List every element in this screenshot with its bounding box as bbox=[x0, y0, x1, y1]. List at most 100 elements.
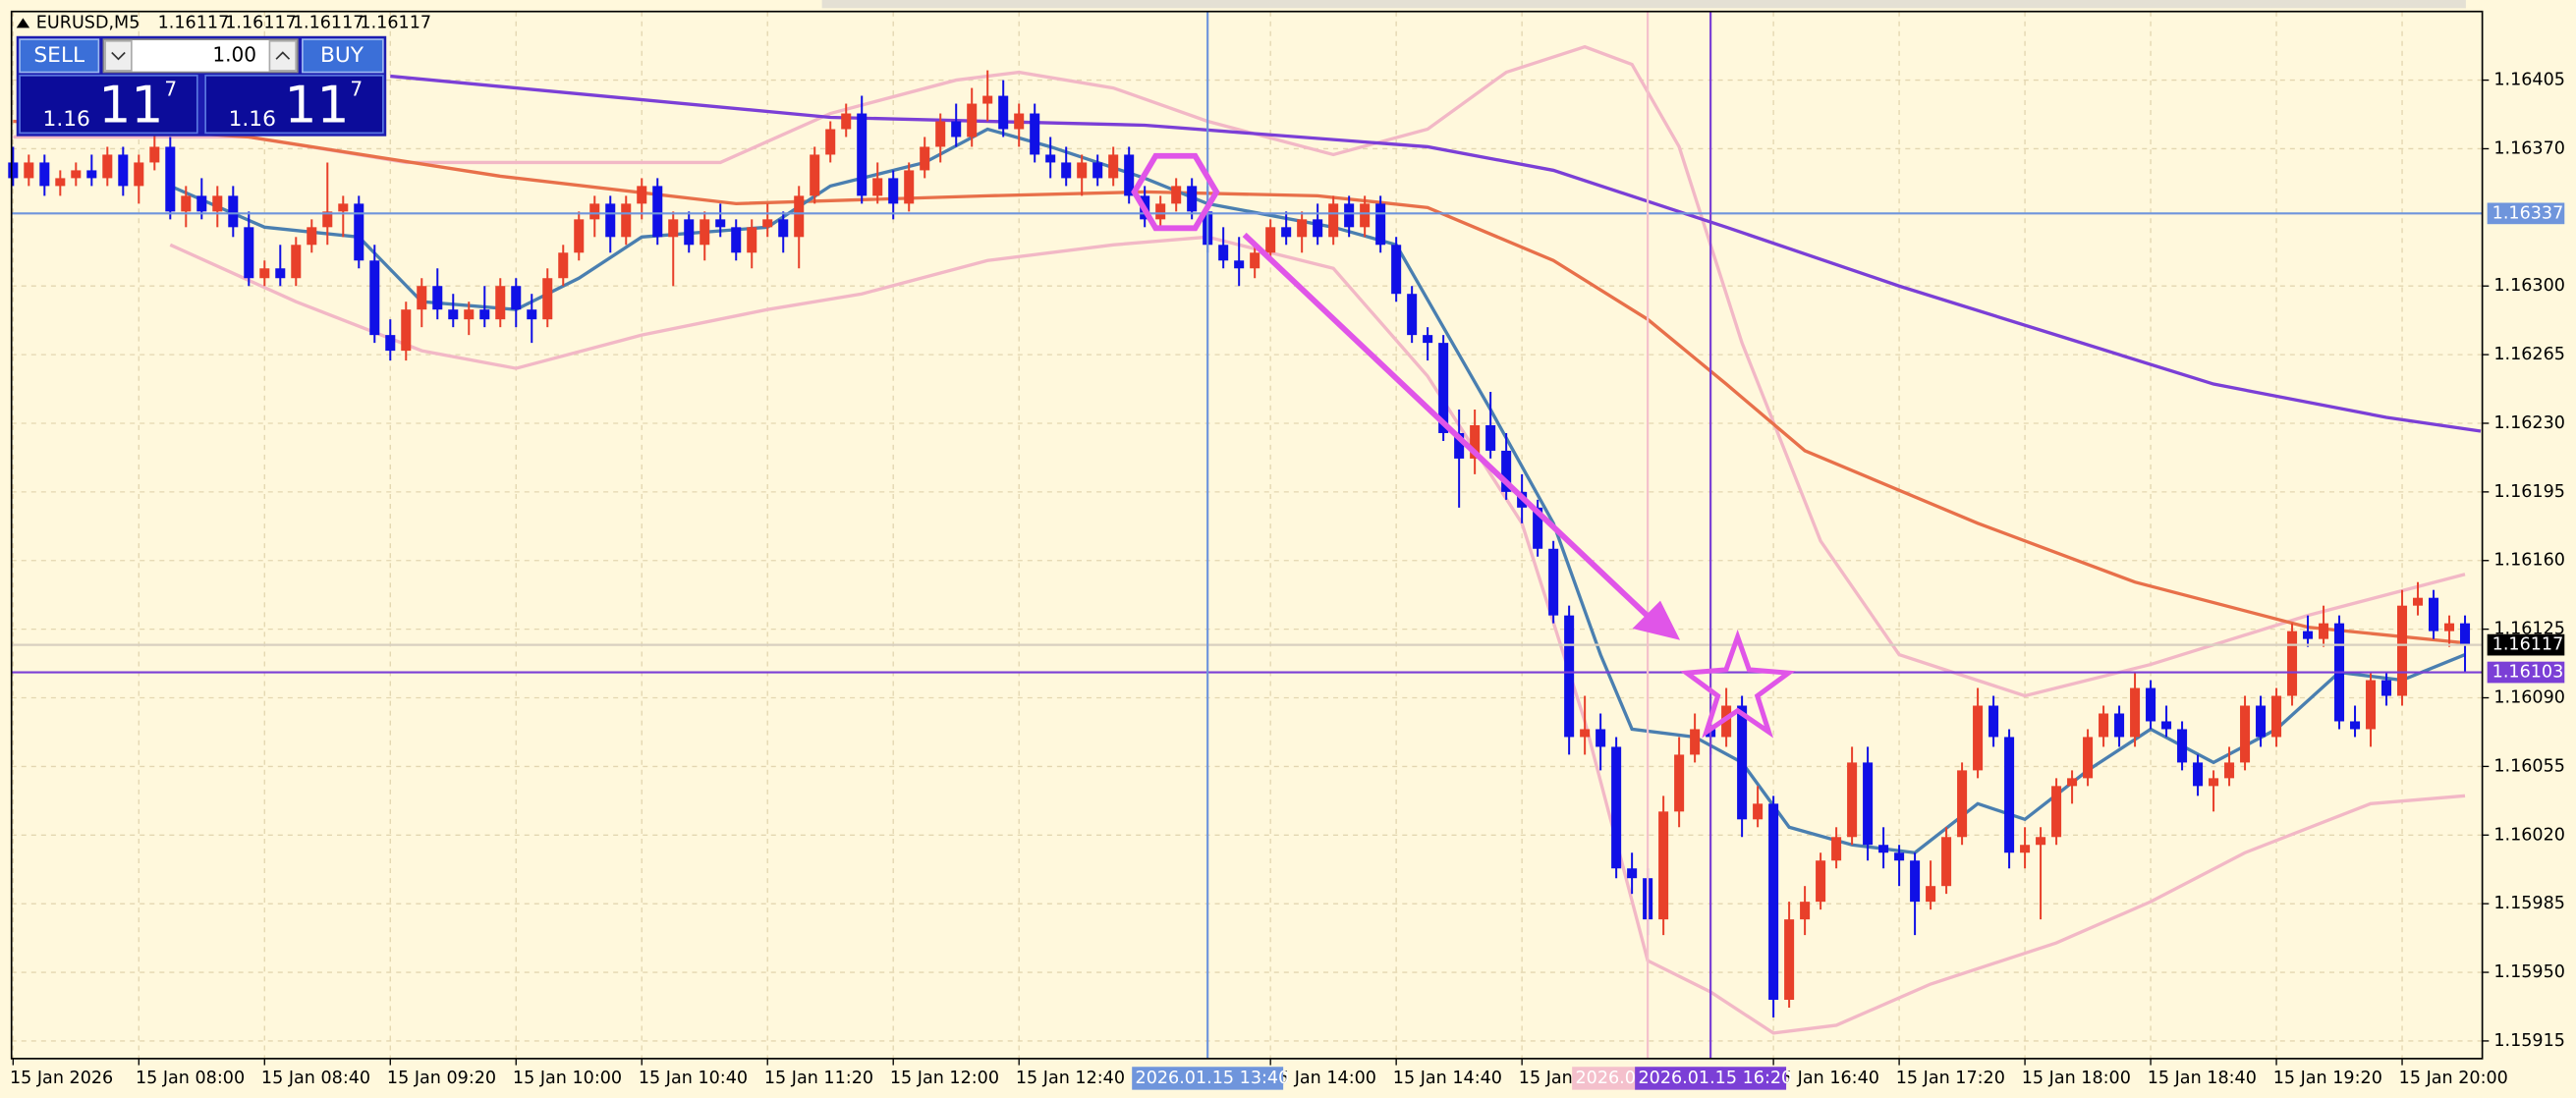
lot-down[interactable] bbox=[104, 39, 133, 72]
candle-body bbox=[589, 203, 600, 220]
y-tick-label: 1.16405 bbox=[2493, 71, 2565, 90]
candle-body bbox=[825, 129, 836, 155]
candle-body bbox=[369, 260, 380, 336]
candle-body bbox=[2366, 680, 2377, 730]
candle-body bbox=[1878, 845, 1889, 853]
candle-body bbox=[1092, 162, 1103, 179]
x-tick-label: 15 Jan 16:40 bbox=[1770, 1069, 1879, 1088]
x-tick-label: 15 Jan 12:40 bbox=[1016, 1069, 1125, 1088]
candle-body bbox=[165, 146, 176, 212]
candle-body bbox=[55, 178, 66, 187]
candle-body bbox=[1973, 705, 1984, 771]
candle-body bbox=[1737, 705, 1748, 820]
candle-body bbox=[432, 286, 443, 310]
candle-body bbox=[291, 245, 302, 279]
candle-body bbox=[118, 154, 129, 187]
candle-body bbox=[2051, 786, 2062, 838]
buy-price-box[interactable] bbox=[204, 75, 384, 135]
buy-button[interactable] bbox=[302, 38, 384, 74]
sell-frac: 7 bbox=[164, 77, 177, 100]
candle-body bbox=[1014, 113, 1025, 130]
candle-body bbox=[888, 178, 899, 204]
candle-body bbox=[2099, 713, 2109, 738]
plot-border bbox=[10, 10, 2484, 1060]
hexagon-drawing bbox=[1131, 152, 1220, 232]
indicator-line bbox=[13, 44, 2466, 698]
candle-body bbox=[2287, 631, 2298, 696]
candle-body bbox=[1926, 886, 1936, 903]
header-icon bbox=[16, 18, 30, 28]
y-tick-label: 1.15915 bbox=[2493, 1031, 2565, 1051]
candle-body bbox=[2020, 845, 2031, 853]
candle-body bbox=[1250, 252, 1260, 269]
candle-body bbox=[998, 95, 1009, 130]
candle-body bbox=[196, 195, 207, 212]
price-label-bg bbox=[2487, 202, 2565, 225]
candle-body bbox=[2161, 721, 2172, 730]
candle-body bbox=[2146, 687, 2156, 722]
window-strip bbox=[821, 0, 2466, 9]
candle-body bbox=[1533, 507, 1543, 549]
y-tick-label: 1.15950 bbox=[2493, 962, 2565, 982]
arrow-drawing bbox=[1242, 232, 1652, 622]
candle-body bbox=[731, 227, 742, 253]
sell-price-box[interactable] bbox=[19, 75, 198, 135]
trade-panel: SELL 1.00 BUY 1.16 11 7 1.16 11 7 bbox=[16, 35, 387, 137]
candle-body bbox=[1077, 162, 1088, 179]
lot-up[interactable] bbox=[268, 39, 298, 72]
candle-body bbox=[1894, 852, 1905, 861]
candle-body bbox=[86, 170, 97, 179]
x-tick-label: 15 Jan 2026 bbox=[10, 1069, 113, 1088]
candle-body bbox=[1187, 186, 1198, 212]
candle-body bbox=[1988, 705, 1999, 738]
candle-body bbox=[527, 309, 537, 320]
candle-body bbox=[511, 286, 522, 310]
y-tick-label: 1.16265 bbox=[2493, 345, 2565, 364]
candle-body bbox=[1831, 837, 1842, 861]
candle-body bbox=[1155, 203, 1166, 220]
candle-body bbox=[1234, 260, 1245, 269]
candle-body bbox=[841, 113, 852, 130]
candle-body bbox=[637, 186, 647, 204]
sell-button[interactable] bbox=[19, 38, 100, 74]
candle-body bbox=[2303, 631, 2314, 639]
candle-body bbox=[2271, 695, 2282, 738]
candle-body bbox=[1454, 432, 1465, 459]
candle-body bbox=[354, 203, 364, 261]
indicator-layer bbox=[13, 44, 2482, 1035]
candle-body bbox=[212, 195, 223, 212]
candle-body bbox=[2083, 737, 2094, 779]
candle-body bbox=[1391, 245, 1402, 295]
candle-body bbox=[2240, 705, 2251, 763]
candle-body bbox=[1847, 762, 1858, 838]
price-label-bg bbox=[2487, 661, 2565, 684]
candle-body bbox=[338, 203, 349, 212]
buy-label: BUY bbox=[320, 43, 364, 68]
lot-input[interactable] bbox=[102, 38, 299, 74]
annotations bbox=[1131, 152, 1796, 739]
candle-body bbox=[2067, 778, 2078, 787]
indicator-line bbox=[13, 119, 2466, 645]
candle-body bbox=[1863, 762, 1874, 846]
candle-body bbox=[951, 121, 962, 137]
x-tick-label: 15 Jan 18:00 bbox=[2022, 1069, 2131, 1088]
candle-body bbox=[810, 154, 820, 196]
candle-body bbox=[1658, 811, 1669, 920]
candle-body bbox=[1816, 860, 1826, 903]
y-tick-label: 1.16090 bbox=[2493, 688, 2565, 708]
candle-body bbox=[1423, 335, 1433, 344]
candle-body bbox=[2397, 605, 2408, 696]
candle-body bbox=[2413, 597, 2424, 606]
down-arrow bbox=[111, 51, 126, 61]
candle-body bbox=[495, 286, 506, 320]
candle-body bbox=[1407, 294, 1418, 336]
candle-body bbox=[762, 219, 773, 228]
candle-body bbox=[715, 219, 726, 228]
x-tick-label: 15 Jan bbox=[1519, 1069, 1573, 1088]
lot-value: 1.00 bbox=[212, 42, 256, 66]
candle-body bbox=[1596, 729, 1606, 747]
candle-body bbox=[1265, 227, 1276, 253]
